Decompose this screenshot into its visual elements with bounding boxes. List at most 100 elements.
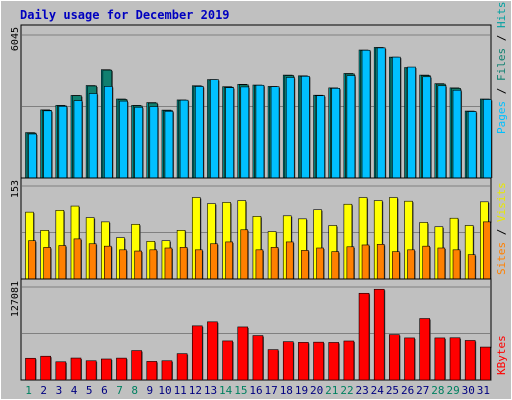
pages-bar [346, 75, 356, 179]
sites-bar [194, 249, 203, 280]
legend-top: Pages / Files / Hits [495, 2, 508, 135]
pages-bar [134, 106, 143, 179]
kbytes-bar [85, 360, 97, 381]
day-label: 10 [158, 384, 171, 397]
sites-bar [210, 243, 218, 280]
sites-bar [285, 241, 294, 280]
day-label: 3 [56, 384, 63, 397]
day-label: 28 [431, 384, 444, 397]
pages-bar [210, 79, 219, 179]
pages-bar [43, 110, 52, 179]
day-label: 7 [116, 384, 123, 397]
pages-bar [331, 88, 341, 179]
panel-top-ymax-label: 6045 [10, 27, 21, 51]
day-label: 19 [295, 384, 308, 397]
pages-bar [104, 86, 113, 179]
day-label: 4 [71, 384, 78, 397]
panel-bottom-bars [22, 286, 492, 381]
day-label: 8 [131, 384, 138, 397]
legend-separator: / [495, 81, 508, 101]
pages-bar [58, 106, 68, 179]
pages-bar [179, 99, 189, 179]
legend-middle: Sites / Visits [495, 182, 508, 275]
pages-bar [483, 99, 492, 179]
kbytes-bar [161, 360, 173, 381]
legend-pages: Pages [495, 101, 508, 134]
sites-bar [452, 249, 461, 280]
kbytes-bar [55, 361, 67, 381]
day-label: 25 [386, 384, 399, 397]
day-label: 5 [86, 384, 93, 397]
sites-bar [270, 247, 279, 280]
kbytes-bar [101, 358, 112, 381]
legend-separator: / [495, 28, 508, 48]
kbytes-bar [373, 288, 385, 381]
sites-bar [134, 250, 142, 280]
day-label: 1 [25, 384, 32, 397]
legend-kbytes: KBytes [495, 335, 508, 375]
day-label: 18 [280, 384, 293, 397]
sites-bar [58, 245, 67, 280]
chart-title: Daily usage for December 2019 [20, 8, 230, 22]
pages-bar [164, 110, 174, 179]
pages-bar [452, 89, 462, 179]
day-label: 21 [325, 384, 338, 397]
kbytes-bar [449, 337, 461, 381]
day-axis-labels: 1 2 3 4 5 6 7 8 9 10 11 12 13 14 15 16 17 18 19 20 21 22 23 24 2… [25, 384, 490, 397]
day-label: 23 [356, 384, 369, 397]
sites-bar [240, 229, 249, 280]
kbytes-bar [419, 318, 430, 381]
pages-bar [301, 75, 310, 179]
pages-bar [361, 49, 371, 179]
sites-bar [316, 247, 324, 280]
kbytes-bar [328, 342, 340, 381]
sites-bar [437, 247, 446, 280]
pages-bar [255, 84, 265, 179]
sites-bar [392, 251, 400, 280]
sites-bar [422, 245, 430, 280]
kbytes-bar [70, 357, 82, 381]
kbytes-bar [40, 355, 51, 381]
sites-bar [376, 244, 385, 280]
pages-bar [88, 93, 98, 179]
legend-hits: Hits [495, 2, 508, 29]
kbytes-bar [207, 321, 218, 381]
kbytes-bar [25, 357, 36, 381]
pages-bar [407, 66, 416, 179]
day-label: 20 [310, 384, 323, 397]
legend-files: Files [495, 48, 508, 81]
panel-bottom: 127081 KBytes [10, 278, 508, 381]
kbytes-bar [480, 346, 491, 381]
kbytes-bar [131, 350, 142, 381]
pages-bar [316, 95, 325, 179]
day-label: 6 [101, 384, 108, 397]
pages-bar [240, 86, 250, 179]
sites-bar [483, 221, 491, 280]
kbytes-bar [298, 342, 309, 381]
kbytes-bar [176, 353, 188, 381]
kbytes-bar [358, 292, 370, 381]
kbytes-bar [343, 340, 355, 381]
sites-bar [164, 247, 173, 280]
kbytes-bar [464, 340, 476, 381]
day-label: 15 [234, 384, 247, 397]
kbytes-bar [434, 337, 446, 381]
kbytes-bar [191, 325, 203, 381]
sites-bar [73, 238, 82, 280]
kbytes-bar [389, 334, 400, 381]
sites-bar [255, 249, 264, 280]
kbytes-bar [252, 335, 264, 381]
panel-middle-bars [22, 185, 492, 280]
sites-bar [28, 240, 36, 280]
sites-bar [331, 251, 340, 280]
sites-bar [361, 244, 370, 280]
sites-bar [104, 245, 112, 280]
kbytes-bar [267, 349, 279, 381]
legend-visits: Visits [495, 182, 508, 222]
kbytes-bar [116, 357, 127, 381]
day-label: 11 [174, 384, 187, 397]
day-label: 9 [147, 384, 154, 397]
day-label: 27 [416, 384, 429, 397]
sites-bar [467, 254, 476, 280]
sites-bar [301, 250, 309, 280]
